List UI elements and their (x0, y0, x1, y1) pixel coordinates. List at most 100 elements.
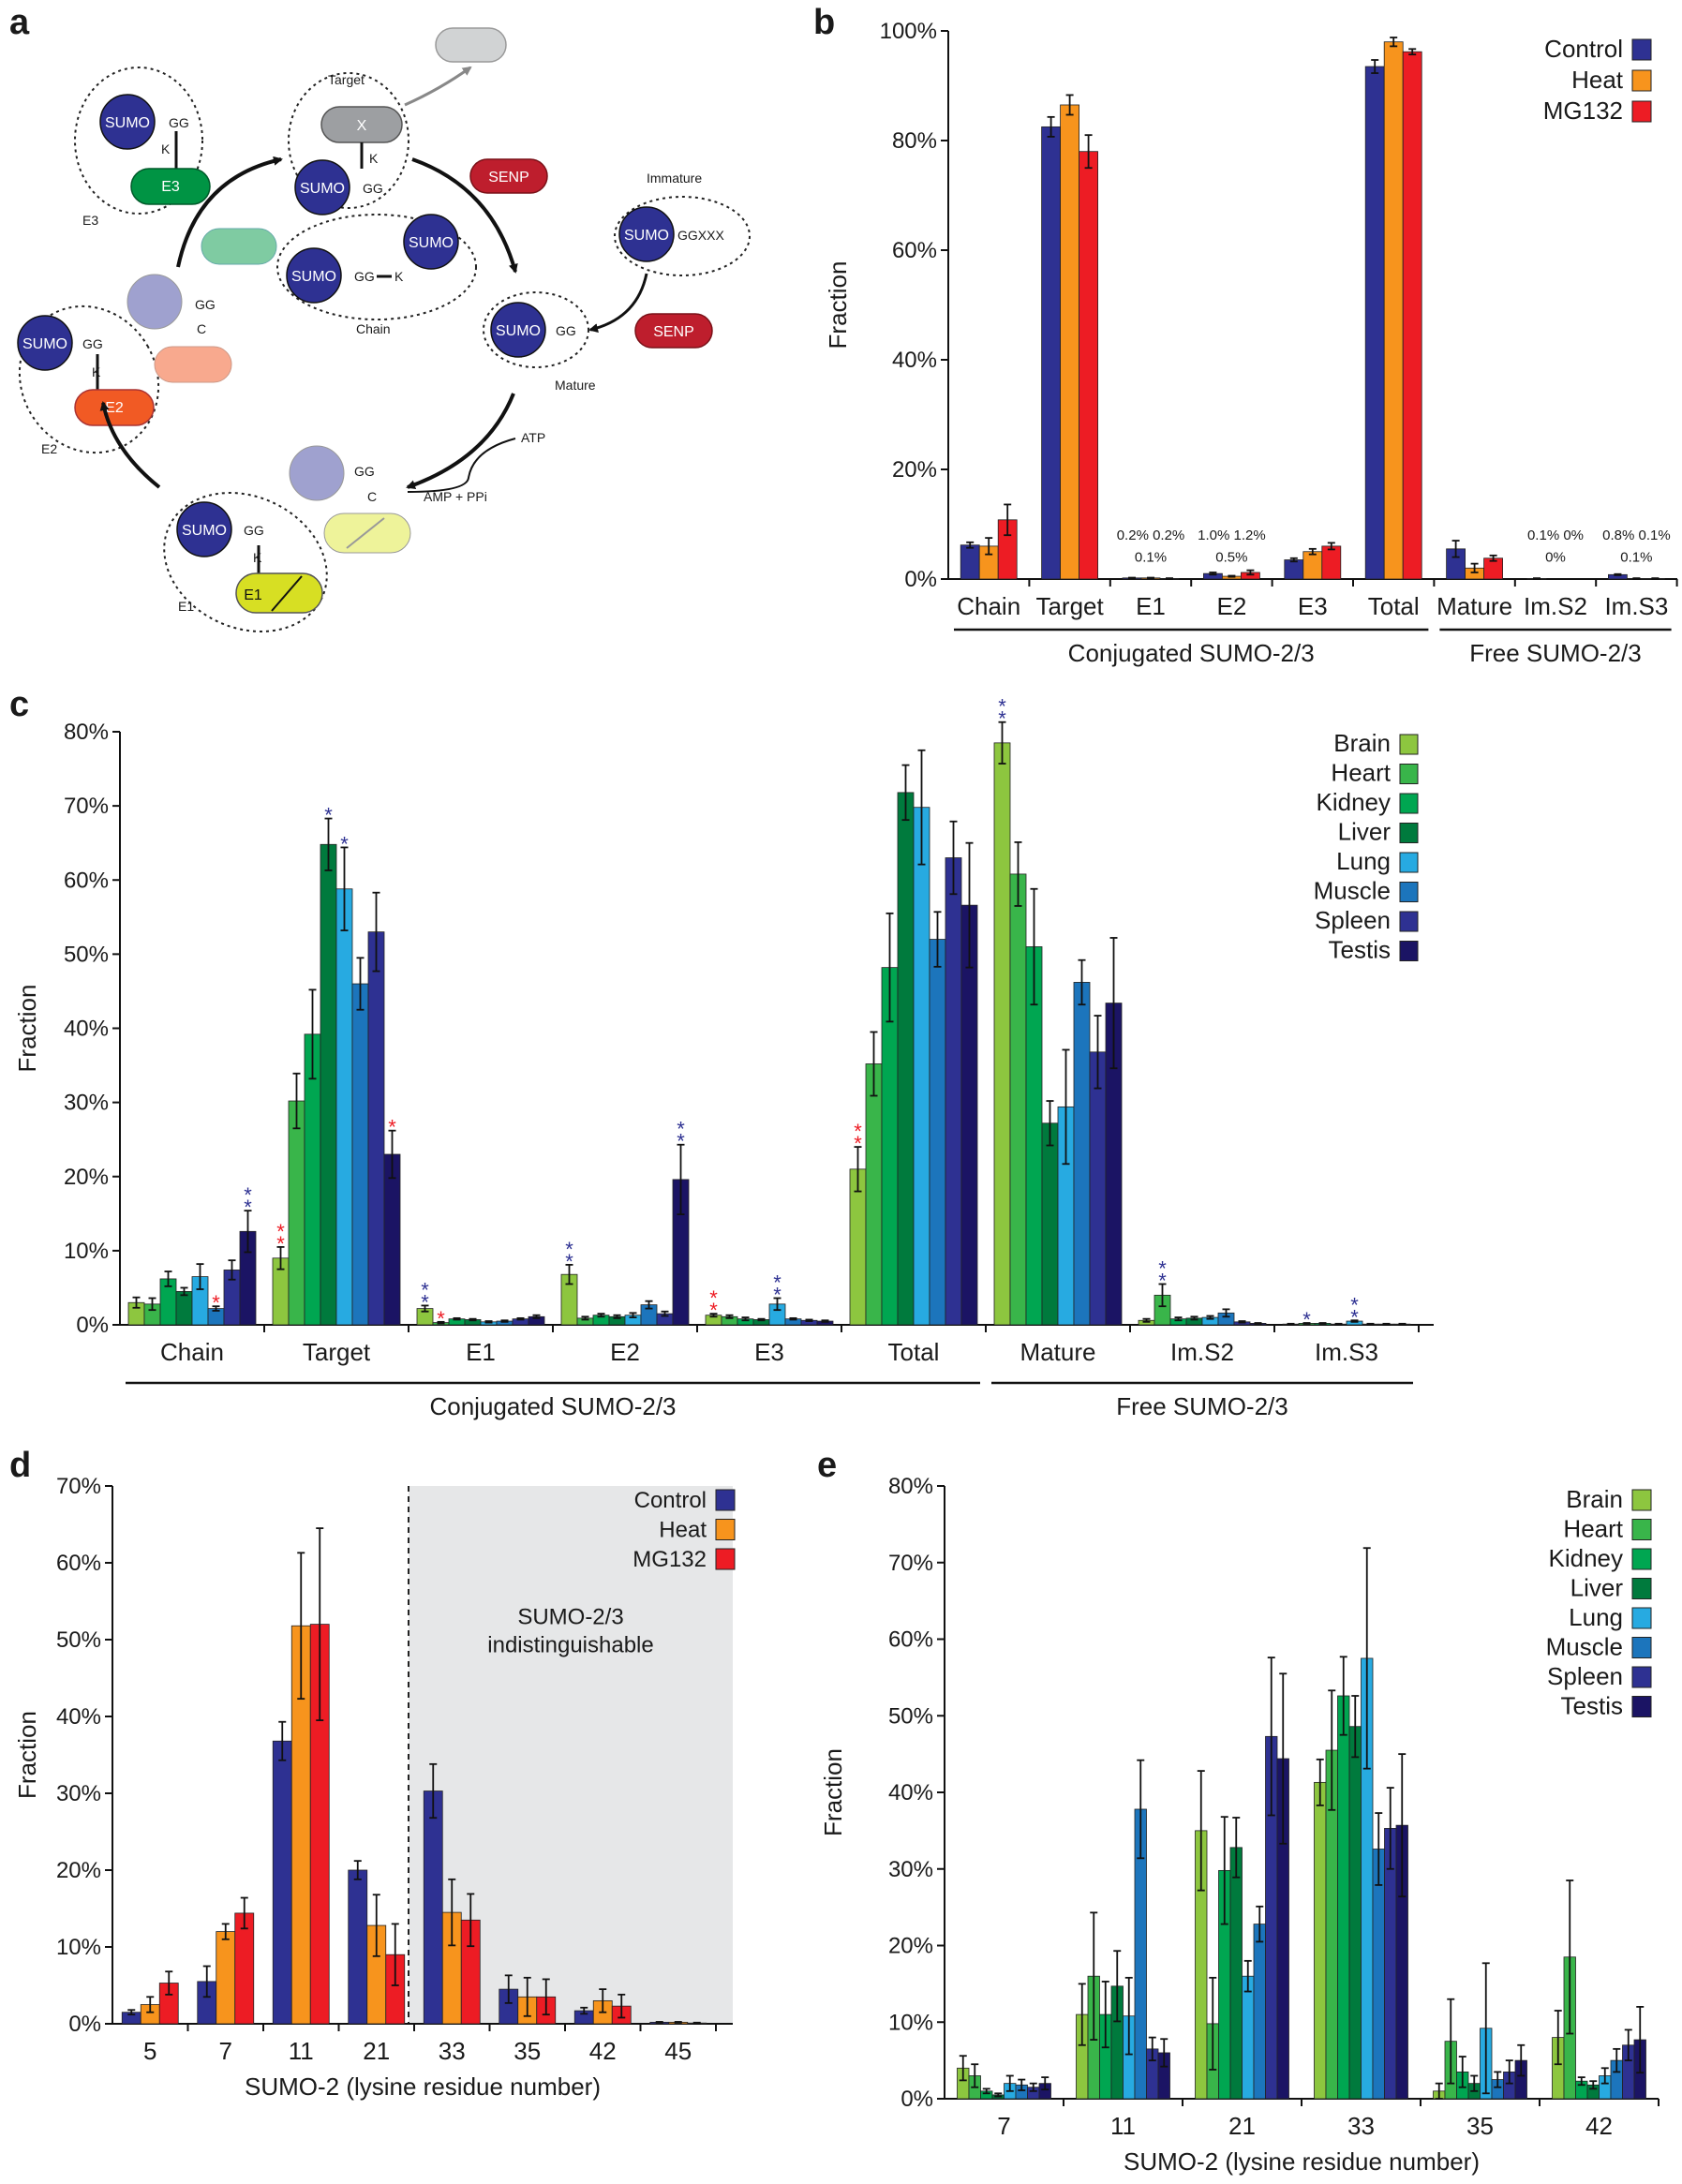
y-tick-label: 0% (904, 567, 937, 592)
group-label: Free SUMO-2/3 (1116, 1392, 1288, 1420)
x-tick-label: Im.S2 (1524, 592, 1587, 620)
legend-swatch-brain (1631, 1489, 1652, 1511)
panel-letter-a: a (9, 3, 30, 42)
senp-bottom-label: SENP (653, 324, 694, 340)
x-tick-label: Total (888, 1338, 940, 1366)
bar-mg132-1 (234, 1912, 255, 2025)
y-axis-label: Fraction (13, 985, 41, 1073)
e2-enzyme-label: E2 (105, 400, 124, 416)
e2-gg-label: GG (82, 336, 103, 351)
annotation-bottom: 0.1% (1620, 549, 1652, 565)
x-tick-label: 7 (219, 2037, 232, 2065)
bar-testis-1 (383, 1153, 401, 1326)
chain-complex-outline (276, 214, 477, 320)
chart-c: 0% 10% 20% 30% 40% 50% 60% 70% 80% Fraction Chain T… (13, 695, 1434, 1420)
panel-letter-c: c (9, 685, 29, 724)
e1-sumo (176, 501, 232, 557)
bar-spleen-6 (1089, 1051, 1107, 1326)
chain-sumo-1-label: SUMO (291, 269, 336, 285)
legend-swatch-spleen (1399, 911, 1419, 932)
senp-bottom (634, 313, 713, 349)
significance-star: * (1158, 1256, 1167, 1280)
legend-label-brain: Brain (1333, 729, 1391, 757)
mature-gg-label: GG (556, 323, 576, 338)
legend-label-muscle: Muscle (1546, 1633, 1623, 1661)
x-tick-label: 42 (589, 2037, 617, 2065)
e2-ghost-sumo (127, 274, 183, 330)
bar-liver-3 (1348, 1726, 1362, 2100)
significance-star: * (212, 1291, 220, 1315)
e1-enzyme-label: E1 (244, 587, 262, 603)
y-tick-label: 40% (64, 1017, 109, 1042)
e2-ghost-c: C (197, 321, 206, 336)
bar-kidney-3 (1337, 1695, 1350, 2100)
significance-star: * (276, 1220, 285, 1243)
y-tick-label: 30% (888, 1857, 933, 1882)
group-label: Conjugated SUMO-2/3 (1068, 639, 1315, 667)
x-tick-label: E3 (754, 1338, 784, 1366)
bar-control-5 (1364, 66, 1385, 580)
annotation-bottom: 0% (1545, 549, 1566, 565)
x-tick-label: Im.S3 (1315, 1338, 1378, 1366)
y-tick-label: 50% (56, 1627, 101, 1653)
legend-swatch-brain (1399, 734, 1419, 755)
significance-star: * (677, 1118, 685, 1141)
annotation-top: 0.1% 0% (1527, 527, 1584, 543)
significance-star: * (854, 1132, 862, 1155)
bar-brain-5 (849, 1168, 867, 1326)
e1-ghost-gg: GG (354, 464, 375, 479)
panel-letter-b: b (813, 3, 835, 42)
significance-star: * (773, 1284, 781, 1307)
legend-label-lung: Lung (1336, 847, 1391, 875)
significance-star: * (1158, 1269, 1167, 1292)
chain-k-label: K (394, 269, 404, 284)
legend-swatch-spleen (1631, 1666, 1652, 1688)
significance-star: * (388, 1116, 396, 1139)
bar-heat-5 (1383, 41, 1404, 580)
significance-star: * (437, 1307, 445, 1330)
x-tick-label: 7 (997, 2112, 1010, 2140)
significance-star: * (998, 695, 1006, 719)
chart-d: SUMO-2/3 indistinguishable 0% 10% 20% 30% 40% 5… (13, 1474, 736, 2101)
mature-outline (483, 291, 589, 368)
x-tick-label: 33 (439, 2037, 466, 2065)
bar-lung-1 (335, 888, 353, 1326)
legend-swatch-kidney (1631, 1548, 1652, 1570)
y-tick-label: 60% (56, 1551, 101, 1576)
x-tick-label: 21 (1228, 2112, 1256, 2140)
shaded-note-line-1: SUMO-2/3 (517, 1605, 623, 1630)
x-tick-label: Total (1368, 592, 1420, 620)
x-tick-label: 21 (363, 2037, 390, 2065)
panel-letter-d: d (9, 1446, 31, 1485)
y-tick-label: 0% (76, 1313, 109, 1338)
mature-sumo (490, 302, 546, 358)
x-tick-label: E2 (610, 1338, 640, 1366)
e1-gg-label: GG (244, 523, 264, 538)
legend-label-mg132: MG132 (1543, 97, 1623, 125)
legend-label-brain: Brain (1566, 1485, 1623, 1513)
release-arrow (404, 66, 472, 107)
bar-muscle-2 (1253, 1924, 1266, 2100)
e1-label: E1 (178, 599, 194, 614)
x-tick-label: Target (303, 1338, 371, 1366)
y-axis-label: Fraction (824, 261, 852, 349)
legend-label-liver: Liver (1570, 1574, 1624, 1602)
legend-swatch-lung (1631, 1607, 1652, 1629)
y-tick-label: 0% (68, 2012, 101, 2037)
group-label: Conjugated SUMO-2/3 (429, 1392, 676, 1420)
bar-liver-1 (320, 843, 337, 1326)
target-complex-outline (288, 72, 409, 209)
significance-star: * (421, 1278, 429, 1301)
e2-complex-outline (18, 305, 160, 454)
y-tick-label: 70% (56, 1474, 101, 1499)
significance-star: * (421, 1290, 429, 1314)
legend-swatch-kidney (1399, 793, 1419, 814)
e2-sumo (17, 315, 73, 371)
bar-heart-1 (288, 1100, 305, 1326)
cycle-arrow-mature-to-e1 (406, 393, 515, 490)
significance-star: * (244, 1183, 252, 1207)
significance-star: * (709, 1286, 718, 1310)
y-axis-label: Fraction (13, 1711, 41, 1799)
amp-label: AMP + PPi (424, 489, 487, 504)
senp-top-label: SENP (488, 170, 529, 186)
